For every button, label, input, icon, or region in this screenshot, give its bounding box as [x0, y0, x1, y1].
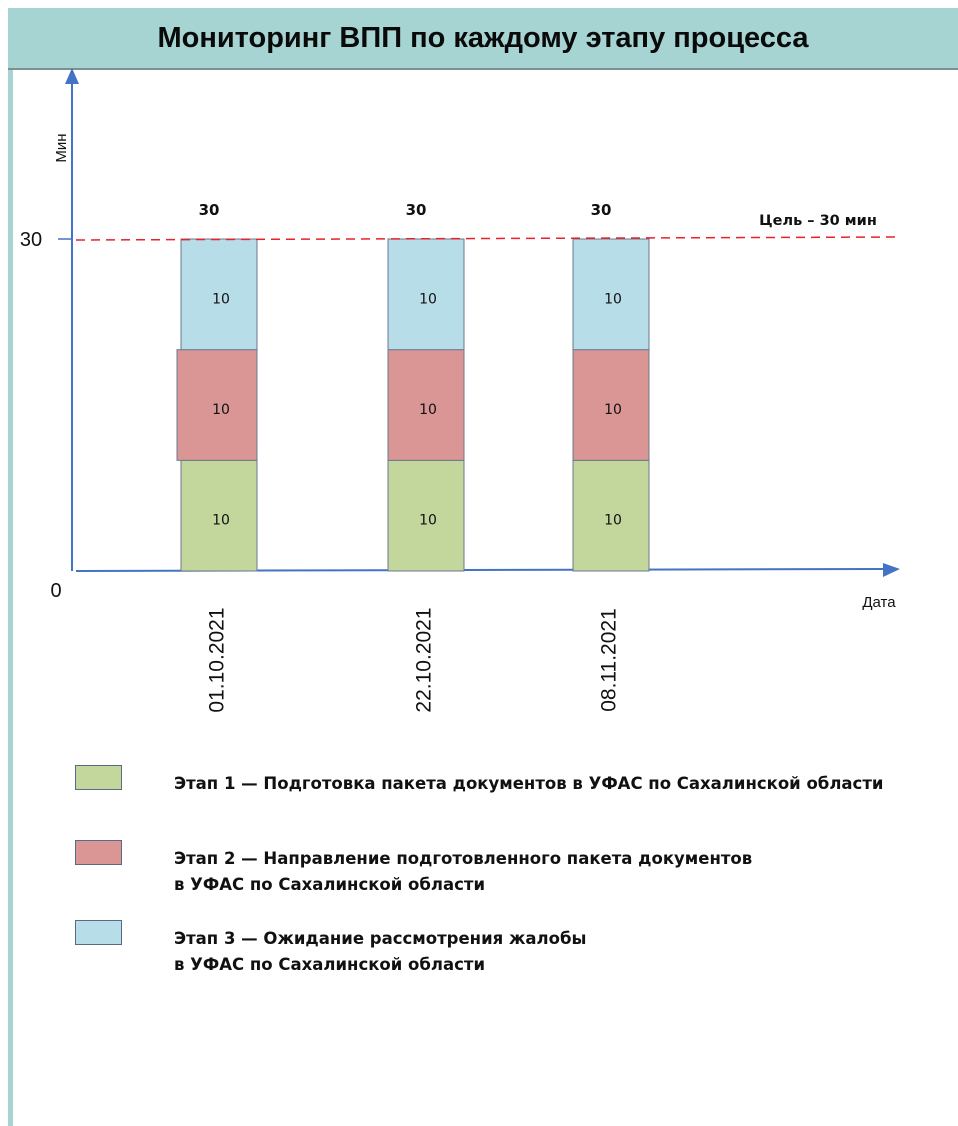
y-tick-label: 30 [20, 229, 42, 251]
bar-segment [387, 238, 465, 351]
x-tick-label: 01.10.2021 [206, 607, 229, 712]
target-line [75, 236, 899, 241]
bar-segment [176, 349, 258, 461]
bar-segment-label: 10 [212, 291, 230, 307]
bar-segment [387, 349, 465, 461]
bar-segment [572, 238, 650, 351]
bar-segment-label: 10 [604, 513, 622, 529]
bar-segment [572, 349, 650, 461]
bar-total-label: 30 [591, 201, 612, 219]
y-tick-label: 0 [50, 580, 61, 602]
x-tick-label: 08.11.2021 [598, 608, 621, 712]
bar-segment-label: 10 [212, 402, 230, 418]
legend-label: Этап 2 — Направление подготовленного пак… [174, 849, 753, 894]
stacked-bar-chart: Мин Дата 0 30 10 10 10 30 01.10.2021 10 10 10 30 22.1… [20, 68, 900, 713]
legend-swatch [75, 840, 122, 865]
target-label: Цель – 30 мин [759, 213, 877, 229]
legend-swatch [75, 920, 122, 945]
x-axis-title: Дата [862, 594, 896, 611]
page-title: Мониторинг ВПП по каждому этапу процесса [157, 21, 809, 54]
bar-segment-label: 10 [419, 291, 437, 307]
bar-segment [572, 459, 650, 572]
bar-segment-label: 10 [604, 402, 622, 418]
bar-segment [387, 459, 465, 572]
legend-swatch [75, 765, 122, 790]
y-axis-title: Мин [53, 133, 70, 162]
bar-segment [180, 238, 258, 351]
bar-total-label: 30 [199, 201, 220, 219]
bar-segment-label: 10 [419, 402, 437, 418]
legend-label: Этап 3 — Ожидание рассмотрения жалобы в … [174, 929, 587, 974]
bar-segment-label: 10 [419, 513, 437, 529]
left-accent-bar [8, 70, 13, 1126]
legend-label: Этап 1 — Подготовка пакета документов в … [174, 774, 884, 793]
bar-segment-label: 10 [212, 513, 230, 529]
header-banner: Мониторинг ВПП по каждому этапу процесса [8, 8, 958, 70]
x-tick-label: 22.10.2021 [413, 607, 436, 712]
x-axis-arrow-icon [883, 563, 900, 577]
bar-total-label: 30 [406, 201, 427, 219]
bar-segment-label: 10 [604, 291, 622, 307]
y-axis-arrow-icon [65, 68, 79, 84]
